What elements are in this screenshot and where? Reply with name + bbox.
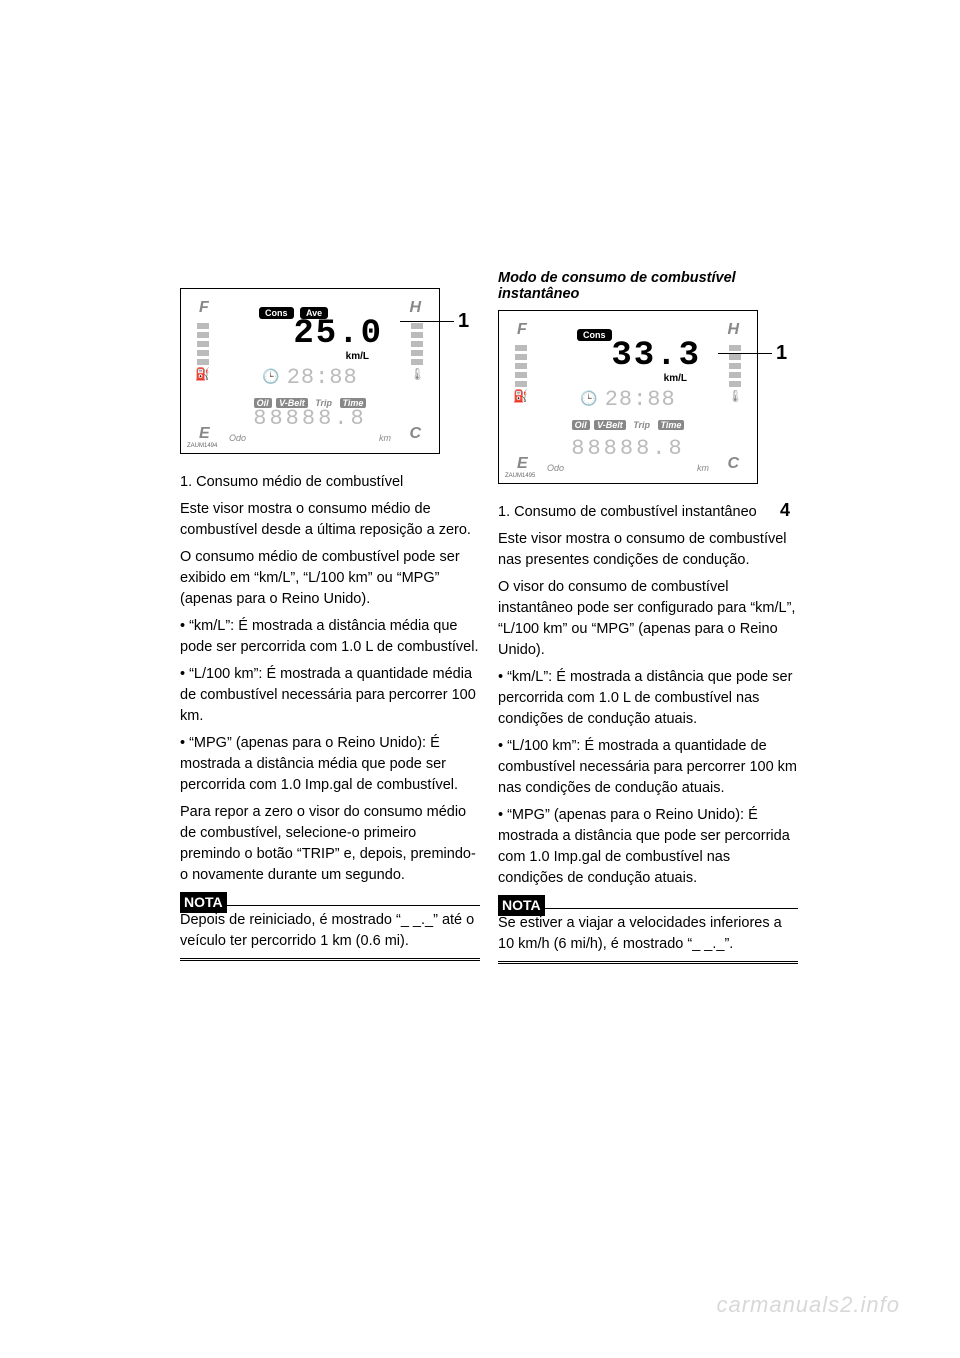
gauge-letter-f: F	[199, 299, 209, 317]
left-body-text: 1. Consumo médio de combustível Este vis…	[180, 472, 480, 961]
paragraph: Este visor mostra o consumo médio de com…	[180, 499, 480, 541]
vbelt-label: V-Belt	[594, 420, 626, 430]
figure-caption: 1. Consumo de combustível instantâneo	[498, 502, 798, 523]
clock-placeholder: 🕒28:88	[549, 387, 707, 412]
paragraph: Este visor mostra o consumo de combustív…	[498, 529, 798, 571]
right-column: Modo de consumo de combustível instantân…	[498, 270, 798, 964]
figure-ref-code: ZAUM1495	[505, 473, 535, 479]
fuel-pump-icon: ⛽	[513, 389, 528, 403]
cons-pill: Cons	[577, 329, 612, 341]
clock-placeholder: 🕒28:88	[231, 365, 389, 390]
lcd-display: Cons Ave 25.0 km/L 🕒28:88 Oil V-Belt Tri…	[231, 303, 389, 439]
temp-gauge-bars	[729, 345, 741, 390]
paragraph: O consumo médio de combustível pode ser …	[180, 547, 480, 610]
gauge-letter-e: E	[199, 425, 210, 443]
gauge-letter-f: F	[517, 321, 527, 339]
paragraph: Para repor a zero o visor do consumo méd…	[180, 802, 480, 886]
callout-number: 1	[458, 310, 469, 333]
time-label: Time	[658, 420, 685, 430]
clock-icon: 🕒	[580, 392, 598, 408]
thermometer-icon: 🌡	[728, 389, 743, 403]
temp-gauge-bars	[411, 323, 423, 368]
avg-consumption-unit: km/L	[346, 351, 369, 362]
oil-label: Oil	[572, 420, 590, 430]
indicator-labels: Oil V-Belt Trip Time	[549, 415, 707, 433]
bullet-item: • “MPG” (apenas para o Reino Unido): É m…	[180, 733, 480, 796]
bullet-item: • “MPG” (apenas para o Reino Unido): É m…	[498, 805, 798, 889]
bullet-item: • “km/L”: É mostrada a distância média q…	[180, 616, 480, 658]
odo-label: Odo	[229, 433, 246, 443]
manual-page: 4 F H E C ⛽ 🌡 Cons Ave	[0, 0, 960, 1358]
watermark-text: carmanuals2.info	[716, 1292, 900, 1318]
cons-pill: Cons	[259, 307, 294, 319]
odometer-placeholder: 88888.8	[549, 436, 707, 461]
gauge-letter-h: H	[409, 299, 421, 317]
figure-ref-code: ZAUM1494	[187, 443, 217, 449]
odo-label: Odo	[547, 463, 564, 473]
nota-text: Depois de reiniciado, é mostrado “_ _._”…	[180, 910, 480, 952]
trip-label: Trip	[630, 420, 653, 430]
callout-number: 1	[776, 342, 787, 365]
km-label: km	[697, 463, 709, 473]
bullet-item: • “L/100 km”: É mostrada a quantidade de…	[498, 736, 798, 799]
nota-block: NOTA Se estiver a viajar a velocidades i…	[498, 895, 798, 964]
dashboard-figure-right: F H E C ⛽ 🌡 Cons 33.3 km/L	[498, 310, 758, 484]
nota-block: NOTA Depois de reiniciado, é mostrado “_…	[180, 892, 480, 961]
clock-icon: 🕒	[262, 370, 280, 386]
dashboard-frame: F H E C ⛽ 🌡 Cons Ave 25.0 km/L	[180, 288, 440, 454]
fuel-gauge-bars	[197, 323, 209, 368]
right-heading: Modo de consumo de combustível instantân…	[498, 270, 798, 302]
thermometer-icon: 🌡	[410, 367, 425, 381]
fuel-gauge-bars	[515, 345, 527, 390]
left-column: F H E C ⛽ 🌡 Cons Ave 25.0 km/L	[180, 288, 480, 961]
instant-consumption-unit: km/L	[664, 373, 687, 384]
callout-line	[718, 353, 772, 354]
paragraph: O visor do consumo de combustível instan…	[498, 577, 798, 661]
bullet-item: • “L/100 km”: É mostrada a quantidade mé…	[180, 664, 480, 727]
instant-consumption-value: 33.3	[611, 337, 701, 375]
gauge-letter-h: H	[727, 321, 739, 339]
dashboard-frame: F H E C ⛽ 🌡 Cons 33.3 km/L	[498, 310, 758, 484]
fuel-pump-icon: ⛽	[195, 367, 210, 381]
dashboard-figure-left: F H E C ⛽ 🌡 Cons Ave 25.0 km/L	[180, 288, 440, 454]
odometer-placeholder: 88888.8	[231, 406, 389, 431]
callout-line	[400, 321, 454, 322]
right-body-text: 1. Consumo de combustível instantâneo Es…	[498, 502, 798, 964]
avg-consumption-value: 25.0	[293, 315, 383, 353]
nota-text: Se estiver a viajar a velocidades inferi…	[498, 913, 798, 955]
gauge-letter-c: C	[409, 425, 421, 443]
figure-caption: 1. Consumo médio de combustível	[180, 472, 480, 493]
bullet-item: • “km/L”: É mostrada a distância que pod…	[498, 667, 798, 730]
lcd-display: Cons 33.3 km/L 🕒28:88 Oil V-Belt Trip Ti…	[549, 325, 707, 469]
km-label: km	[379, 433, 391, 443]
gauge-letter-c: C	[727, 455, 739, 473]
gauge-letter-e: E	[517, 455, 528, 473]
